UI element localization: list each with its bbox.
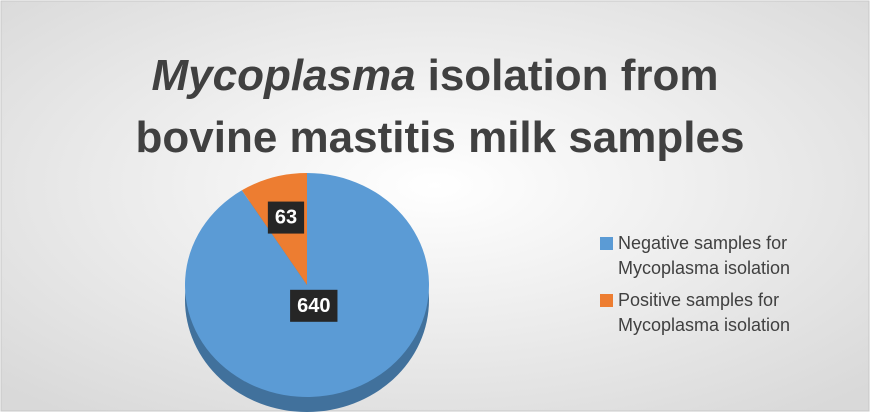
legend-label: Positive samples for Mycoplasma isolatio… — [618, 290, 791, 335]
title-part: isolation from — [428, 51, 719, 100]
legend-swatch — [600, 237, 613, 250]
data-label: 640 — [297, 295, 330, 317]
chart-title: Mycoplasma isolation from — [151, 51, 718, 100]
legend-swatch — [600, 294, 613, 307]
data-label: 63 — [275, 207, 297, 229]
data-label-box — [290, 289, 338, 322]
pie-slice — [184, 173, 429, 398]
legend-label: Negative samples for Mycoplasma isolatio… — [618, 233, 791, 278]
title-part: Mycoplasma — [151, 51, 415, 100]
legend-item: Positive samples for Mycoplasma isolatio… — [600, 288, 848, 338]
legend-item: Negative samples for Mycoplasma isolatio… — [600, 231, 848, 281]
data-label-box — [267, 201, 305, 234]
chart-title: bovine mastitis milk samples — [136, 113, 745, 162]
